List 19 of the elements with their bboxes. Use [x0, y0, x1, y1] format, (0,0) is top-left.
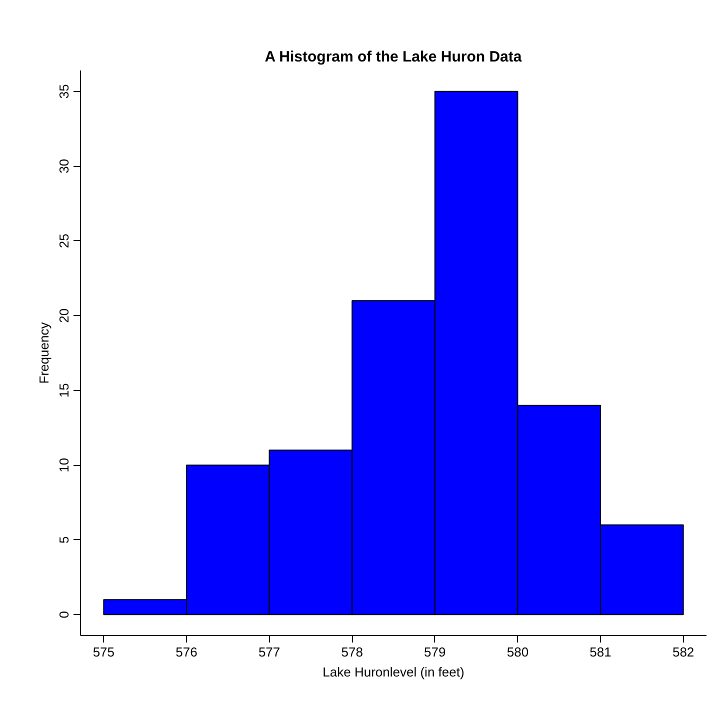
y-tick-label: 15 — [56, 383, 72, 398]
y-tick-label: 35 — [56, 84, 72, 99]
x-tick-label: 575 — [92, 644, 115, 660]
x-tick-label: 577 — [258, 644, 280, 660]
y-tick-label: 5 — [56, 536, 72, 544]
y-tick-label: 0 — [56, 610, 72, 618]
x-tick-label: 582 — [672, 644, 694, 660]
y-tick-label: 20 — [56, 308, 72, 323]
x-tick-label: 581 — [590, 644, 612, 660]
x-tick-label: 579 — [424, 644, 446, 660]
y-tick-label: 25 — [56, 234, 72, 248]
x-axis-title: Lake Huronlevel (in feet) — [322, 664, 464, 680]
x-tick-label: 580 — [506, 644, 529, 660]
x-tick-label: 576 — [176, 644, 198, 660]
x-tick-label: 578 — [341, 644, 363, 660]
y-tick-label: 30 — [56, 158, 72, 174]
chart-title: A Histogram of the Lake Huron Data — [264, 48, 522, 66]
y-axis-title: Frequency — [36, 322, 52, 384]
y-tick-label: 10 — [56, 458, 72, 472]
